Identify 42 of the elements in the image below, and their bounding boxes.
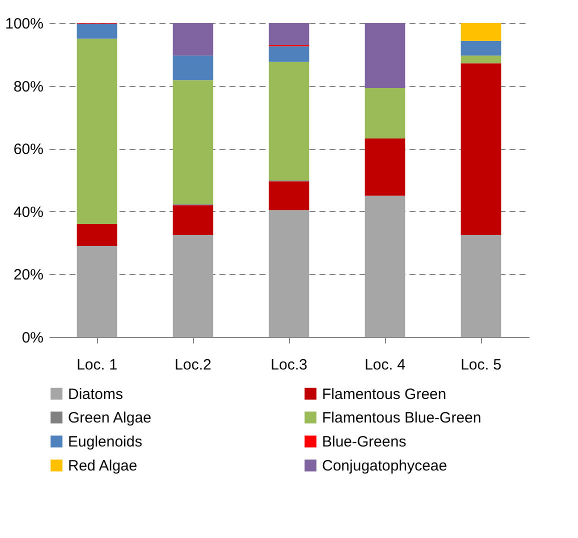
bar xyxy=(268,62,310,180)
legend-label: Conjugatophyceae xyxy=(322,458,448,474)
bar xyxy=(76,38,118,224)
bar xyxy=(364,138,406,196)
bar xyxy=(460,63,502,235)
y-tick-label: 100% xyxy=(5,16,44,32)
y-tick-label: 60% xyxy=(13,141,44,158)
bar xyxy=(172,205,214,235)
bar xyxy=(76,224,118,246)
legend-label: Diatoms xyxy=(68,386,124,403)
y-tick-label: 20% xyxy=(13,266,44,284)
bar xyxy=(172,56,214,80)
bar xyxy=(172,234,214,337)
legend-label: Flamentous Blue-Green xyxy=(322,410,482,426)
bar xyxy=(460,40,502,56)
x-tick-label: Loc.3 xyxy=(270,356,308,374)
legend-label: Flamentous Green xyxy=(322,386,446,403)
bar xyxy=(364,196,406,337)
bar xyxy=(364,88,406,139)
bar xyxy=(268,23,310,45)
bar xyxy=(460,23,502,41)
bar xyxy=(268,181,310,210)
legend-label: Red Algae xyxy=(68,458,138,474)
bar xyxy=(460,56,502,64)
legend-label: Blue-Greens xyxy=(322,434,406,450)
bar xyxy=(268,210,310,337)
bar xyxy=(76,246,118,337)
legend-label: Green Algae xyxy=(68,410,152,426)
x-tick-label: Loc. 5 xyxy=(460,356,502,374)
x-tick-label: Loc.2 xyxy=(174,356,212,374)
bar xyxy=(268,46,310,62)
y-tick-label: 80% xyxy=(13,78,44,96)
y-tick-label: 40% xyxy=(13,204,44,221)
y-tick-label: 0% xyxy=(22,330,44,346)
x-tick-label: Loc. 1 xyxy=(76,356,118,374)
bar xyxy=(172,23,214,56)
bar xyxy=(460,234,502,337)
bar xyxy=(76,24,118,39)
bar xyxy=(364,23,406,88)
x-tick-label: Loc. 4 xyxy=(364,356,406,374)
legend-label: Euglenoids xyxy=(68,434,142,450)
bar xyxy=(172,80,214,204)
